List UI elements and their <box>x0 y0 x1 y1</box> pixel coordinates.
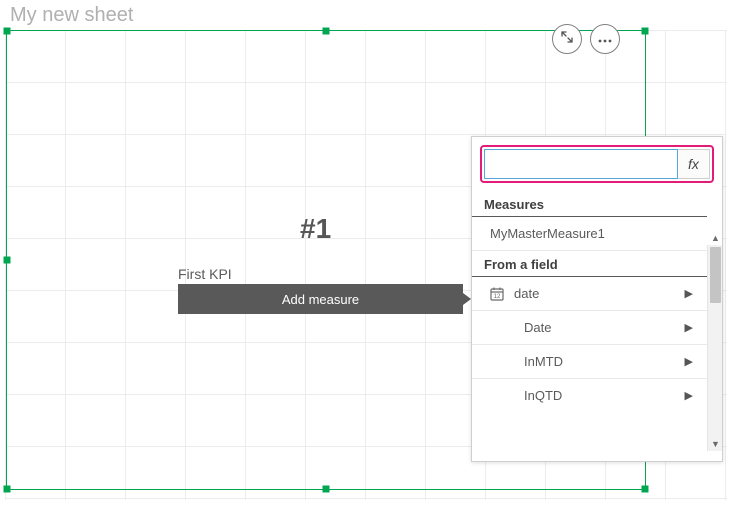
dropdown-list-body: Measures MyMasterMeasure1 From a field 1… <box>472 191 722 451</box>
scroll-down-icon: ▼ <box>711 439 720 449</box>
field-item-date[interactable]: 12 date ▶ <box>472 277 707 311</box>
more-button[interactable] <box>590 24 620 54</box>
measure-item[interactable]: MyMasterMeasure1 <box>472 217 707 251</box>
field-item-label: date <box>514 286 539 301</box>
search-highlight-frame: fx <box>480 145 714 183</box>
measure-item-label: MyMasterMeasure1 <box>490 226 605 241</box>
measure-dropdown: fx Measures MyMasterMeasure1 From a fiel… <box>471 136 723 462</box>
fullscreen-button[interactable] <box>552 24 582 54</box>
kpi-label: First KPI <box>178 266 232 282</box>
svg-text:12: 12 <box>494 294 501 300</box>
fx-icon: fx <box>688 156 699 172</box>
resize-handle-sw[interactable] <box>4 486 11 493</box>
scroll-up-icon: ▲ <box>711 233 720 243</box>
search-input[interactable] <box>484 149 678 179</box>
add-measure-button[interactable]: Add measure <box>178 284 463 314</box>
field-item-Date[interactable]: Date ▶ <box>472 311 707 345</box>
field-item-label: InQTD <box>524 388 562 403</box>
sheet-title: My new sheet <box>10 4 133 27</box>
chevron-right-icon: ▶ <box>685 287 693 300</box>
resize-handle-n[interactable] <box>323 28 330 35</box>
expression-editor-button[interactable]: fx <box>678 149 710 179</box>
resize-handle-s[interactable] <box>323 486 330 493</box>
field-item-InQTD[interactable]: InQTD ▶ <box>472 379 707 412</box>
resize-handle-nw[interactable] <box>4 28 11 35</box>
field-item-label: Date <box>524 320 551 335</box>
field-item-label: InMTD <box>524 354 563 369</box>
calendar-icon: 12 <box>490 287 504 301</box>
object-toolbar <box>552 24 620 54</box>
dropdown-scrollbar[interactable]: ▲ ▼ <box>707 245 722 451</box>
scrollbar-thumb[interactable] <box>710 247 721 303</box>
resize-handle-ne[interactable] <box>642 28 649 35</box>
resize-handle-w[interactable] <box>4 257 11 264</box>
from-field-section-header: From a field <box>472 251 707 277</box>
measures-section-header: Measures <box>472 191 707 217</box>
more-icon <box>598 30 612 48</box>
field-item-InMTD[interactable]: InMTD ▶ <box>472 345 707 379</box>
resize-handle-se[interactable] <box>642 486 649 493</box>
fullscreen-icon <box>561 30 573 48</box>
chevron-right-icon: ▶ <box>685 389 693 402</box>
chevron-right-icon: ▶ <box>685 321 693 334</box>
chevron-right-icon: ▶ <box>685 355 693 368</box>
kpi-number-display: #1 <box>300 213 331 245</box>
add-measure-label: Add measure <box>282 292 359 307</box>
